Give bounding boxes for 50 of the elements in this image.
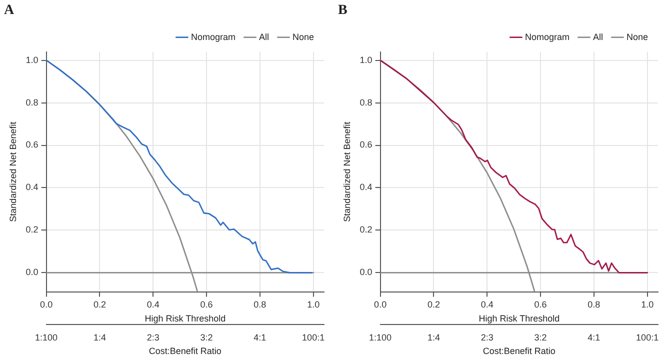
legend-label: Nomogram — [190, 32, 236, 42]
x-axis-title: High Risk Threshold — [144, 313, 226, 324]
x-tick-label: 0.8 — [254, 300, 266, 310]
legend-label: None — [292, 32, 314, 42]
text: 4:1 — [588, 332, 600, 342]
text: 1:4 — [427, 332, 440, 342]
y-tick-label: 1.0 — [26, 54, 38, 65]
text: 1:4 — [93, 332, 106, 342]
legend-label: None — [626, 32, 648, 42]
y-tick-label: 0.0 — [26, 267, 38, 278]
text: 1:100 — [35, 332, 58, 342]
chart-title: B — [338, 3, 348, 18]
text: 100:1 — [302, 332, 325, 342]
y-tick-label: 1.0 — [360, 54, 372, 65]
text: 1:100 — [369, 332, 392, 342]
x-tick-label: 1.0 — [641, 300, 654, 310]
text: 2:3 — [146, 332, 160, 342]
x-tick-label: 0.0 — [374, 300, 387, 310]
y-tick-label: 0.2 — [26, 224, 38, 235]
y-axis-title: Standardized Net Benefit — [342, 121, 352, 222]
x-tick-label: 0.4 — [146, 300, 160, 310]
y-tick-label: 0.6 — [26, 140, 38, 150]
legend-label: All — [258, 32, 269, 42]
x-axis-title: High Risk Threshold — [478, 313, 560, 324]
chart-title: A — [4, 3, 15, 18]
y-tick-label: 0.8 — [26, 97, 38, 108]
text: 2:3 — [480, 332, 494, 342]
x2-axis-title: Cost:Benefit Ratio — [148, 346, 222, 356]
x-tick-label: 0.2 — [93, 300, 106, 310]
x-tick-label: 0.6 — [200, 300, 213, 310]
y-tick-label: 0.8 — [360, 97, 372, 108]
x-tick-label: 0.2 — [427, 300, 440, 310]
legend-label: All — [592, 32, 603, 42]
y-tick-label: 0.2 — [360, 224, 372, 235]
x-tick-label: 0.0 — [40, 300, 53, 310]
text: 100:1 — [636, 332, 659, 342]
y-axis-title: Standardized Net Benefit — [8, 121, 18, 222]
text: 3:2 — [534, 332, 547, 342]
x-tick-label: 1.0 — [307, 300, 320, 310]
legend-label: Nomogram — [524, 32, 570, 42]
x-tick-label: 0.4 — [480, 300, 494, 310]
text: 3:2 — [200, 332, 213, 342]
y-tick-label: 0.4 — [360, 182, 372, 192]
y-tick-label: 0.0 — [360, 267, 372, 278]
text: 4:1 — [254, 332, 266, 342]
y-tick-label: 0.6 — [360, 140, 372, 150]
x-tick-label: 0.6 — [534, 300, 547, 310]
x-tick-label: 0.8 — [588, 300, 600, 310]
x2-axis-title: Cost:Benefit Ratio — [482, 346, 556, 356]
y-tick-label: 0.4 — [26, 182, 38, 192]
